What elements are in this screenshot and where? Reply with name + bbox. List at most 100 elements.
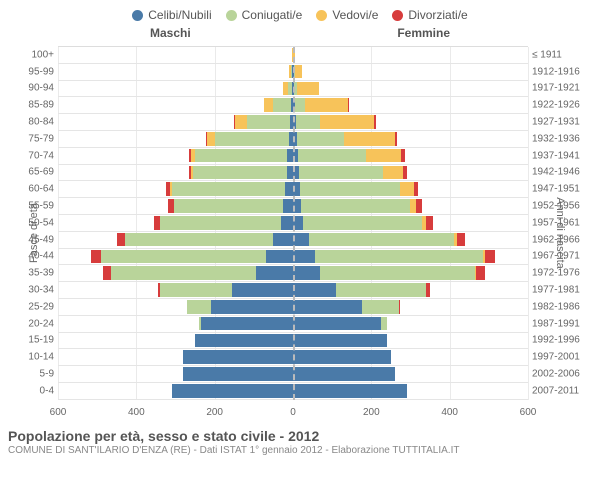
x-tick-label: 600	[520, 407, 537, 418]
birth-year-label: 1957-1961	[532, 217, 592, 228]
age-label: 75-79	[10, 133, 54, 144]
bar-segment	[207, 132, 215, 146]
plot-area: 6004002000200400600100+≤ 191195-991912-1…	[58, 46, 528, 400]
female-bar	[293, 300, 400, 314]
legend-label: Divorziati/e	[408, 8, 467, 22]
female-label: Femmine	[397, 26, 450, 40]
bar-segment	[320, 115, 375, 129]
bar-segment	[293, 334, 387, 348]
bar-segment	[301, 199, 411, 213]
female-bar	[293, 82, 319, 96]
female-bar	[293, 350, 391, 364]
bar-segment	[293, 300, 362, 314]
age-label: 70-74	[10, 150, 54, 161]
bar-segment	[457, 233, 466, 247]
bar-segment	[281, 216, 293, 230]
female-bar	[293, 216, 433, 230]
birth-year-label: 1977-1981	[532, 285, 592, 296]
male-bar	[166, 182, 293, 196]
age-label: 55-59	[10, 201, 54, 212]
bar-segment	[111, 266, 256, 280]
bar-segment	[383, 166, 403, 180]
bar-segment	[293, 367, 395, 381]
bar-segment	[215, 132, 289, 146]
age-label: 50-54	[10, 217, 54, 228]
legend-item: Coniugati/e	[226, 8, 303, 22]
bar-segment	[172, 384, 293, 398]
bar-segment	[403, 166, 407, 180]
bar-segment	[401, 149, 404, 163]
bar-segment	[485, 250, 495, 264]
bar-segment	[336, 283, 426, 297]
female-bar	[293, 266, 485, 280]
bar-segment	[366, 149, 401, 163]
legend-item: Vedovi/e	[316, 8, 378, 22]
bar-segment	[235, 115, 247, 129]
bar-segment	[320, 266, 475, 280]
bar-segment	[256, 266, 293, 280]
male-bar	[103, 266, 293, 280]
male-bar	[91, 250, 293, 264]
male-bar	[168, 199, 293, 213]
bar-segment	[293, 317, 381, 331]
x-tick-label: 200	[206, 407, 223, 418]
birth-year-label: 1972-1976	[532, 268, 592, 279]
age-label: 45-49	[10, 234, 54, 245]
birth-year-label: 1967-1971	[532, 251, 592, 262]
bar-segment	[293, 384, 407, 398]
legend-swatch	[316, 10, 327, 21]
female-bar	[293, 233, 465, 247]
birth-year-label: 2002-2006	[532, 369, 592, 380]
bar-segment	[293, 233, 309, 247]
bar-segment	[344, 132, 395, 146]
age-label: 30-34	[10, 285, 54, 296]
female-bar	[293, 283, 430, 297]
birth-year-label: 1947-1951	[532, 184, 592, 195]
bar-segment	[299, 166, 383, 180]
legend-label: Vedovi/e	[332, 8, 378, 22]
male-bar	[187, 300, 293, 314]
legend-item: Celibi/Nubili	[132, 8, 211, 22]
birth-year-label: 1927-1931	[532, 117, 592, 128]
bar-segment	[298, 149, 367, 163]
birth-year-label: 1917-1921	[532, 83, 592, 94]
birth-year-label: 1922-1926	[532, 100, 592, 111]
female-bar	[293, 98, 349, 112]
bar-segment	[309, 233, 454, 247]
female-bar	[293, 199, 422, 213]
bar-segment	[103, 266, 111, 280]
male-bar	[199, 317, 293, 331]
age-label: 5-9	[10, 369, 54, 380]
bar-segment	[295, 98, 305, 112]
bar-segment	[264, 98, 274, 112]
female-bar	[293, 367, 395, 381]
x-tick-label: 600	[50, 407, 67, 418]
bar-segment	[374, 115, 375, 129]
birth-year-label: 1942-1946	[532, 167, 592, 178]
female-bar	[293, 166, 407, 180]
male-bar	[206, 132, 293, 146]
bar-segment	[283, 199, 293, 213]
female-bar	[293, 149, 405, 163]
bar-segment	[183, 367, 293, 381]
bar-segment	[201, 317, 293, 331]
age-label: 25-29	[10, 301, 54, 312]
bar-segment	[91, 250, 101, 264]
age-label: 65-69	[10, 167, 54, 178]
legend-swatch	[226, 10, 237, 21]
female-bar	[293, 384, 407, 398]
legend-swatch	[392, 10, 403, 21]
female-bar	[293, 250, 495, 264]
bar-segment	[125, 233, 274, 247]
bar-segment	[273, 233, 293, 247]
bar-segment	[293, 266, 320, 280]
male-bar	[183, 367, 293, 381]
bar-segment	[348, 98, 349, 112]
bar-segment	[293, 350, 391, 364]
bar-segment	[211, 300, 293, 314]
bar-segment	[297, 82, 319, 96]
pyramid-chart: Fasce di età Anni di nascita 60040020002…	[0, 42, 600, 424]
bar-segment	[160, 216, 281, 230]
legend-label: Celibi/Nubili	[148, 8, 211, 22]
bar-segment	[187, 300, 211, 314]
